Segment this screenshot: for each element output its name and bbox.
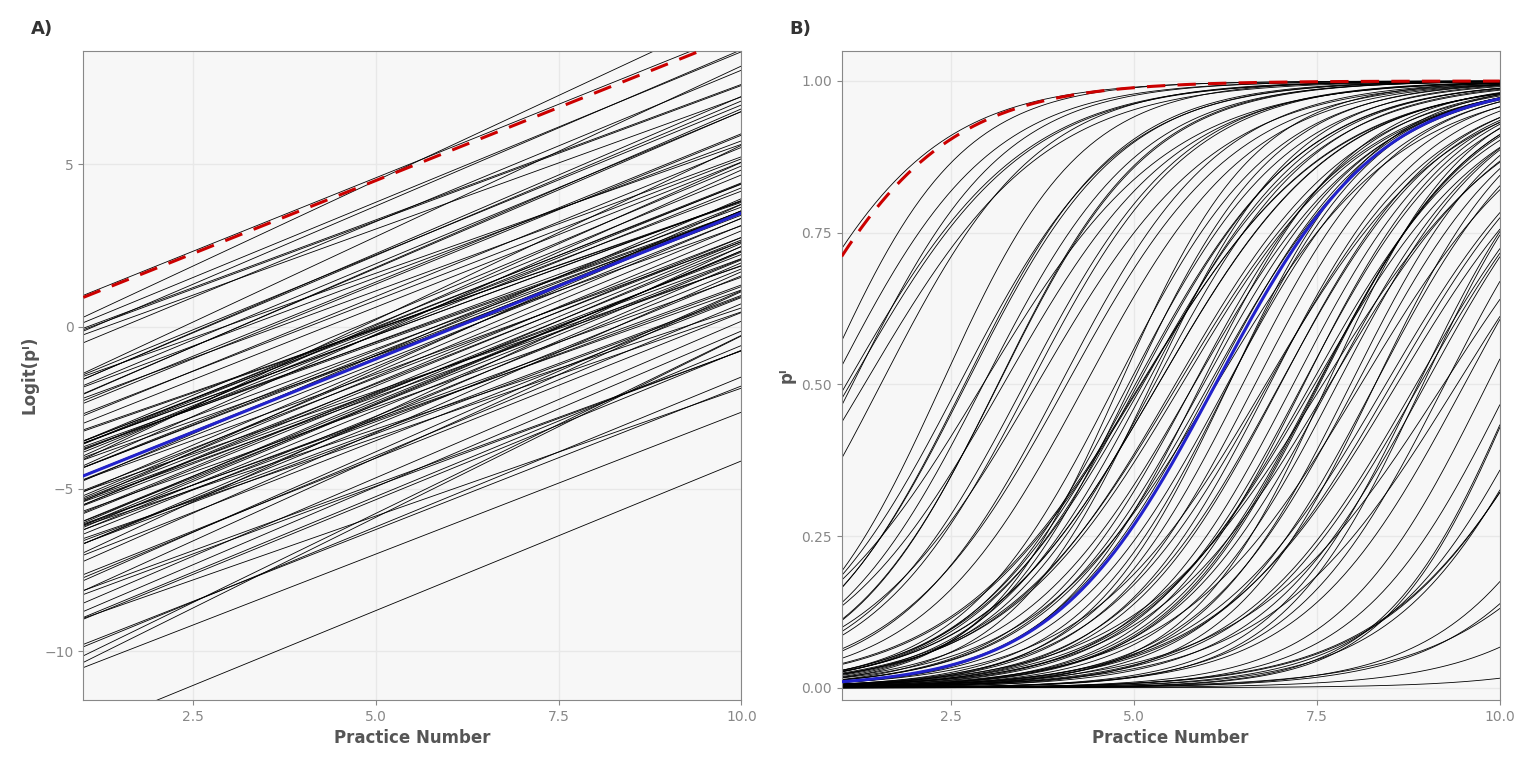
- Y-axis label: Logit(pᴵ): Logit(pᴵ): [22, 336, 38, 415]
- X-axis label: Practice Number: Practice Number: [1092, 729, 1249, 747]
- Y-axis label: pᴵ: pᴵ: [777, 367, 796, 383]
- Text: A): A): [31, 20, 52, 38]
- Text: B): B): [790, 20, 811, 38]
- X-axis label: Practice Number: Practice Number: [335, 729, 490, 747]
